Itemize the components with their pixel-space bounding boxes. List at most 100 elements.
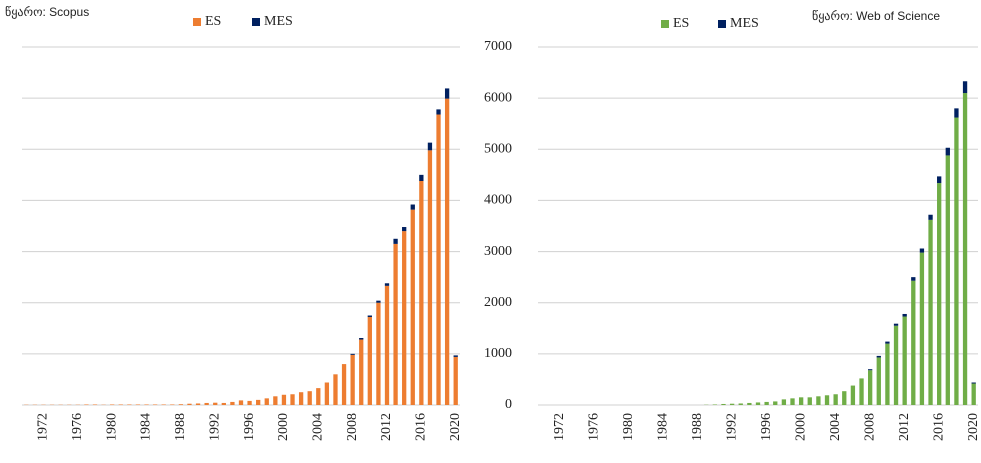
bar-segment (204, 402, 209, 405)
x-tick-label: 1996 (242, 413, 257, 441)
bar-segment (367, 315, 372, 318)
bar-segment (824, 395, 830, 405)
x-tick-label: 1996 (759, 413, 774, 441)
bar-segment (195, 403, 201, 405)
bar-segment (256, 399, 261, 405)
x-tick-label: 2004 (828, 413, 843, 441)
bar-segment (178, 404, 184, 405)
bar-segment (919, 248, 925, 253)
bar-segment (376, 300, 381, 303)
bar-segment (919, 252, 925, 405)
bar-segment (945, 155, 950, 405)
bar-segment (738, 403, 743, 405)
x-tick-label: 1992 (724, 413, 739, 441)
bar-segment (842, 391, 847, 405)
bar-segment (307, 391, 312, 405)
bar-segment (436, 114, 441, 405)
bar-segment (92, 404, 98, 405)
bar-segment (453, 355, 458, 357)
bar-segment (264, 398, 269, 405)
bar-segment (419, 174, 424, 181)
legend-label: ES (205, 14, 221, 29)
bar-segment (833, 394, 838, 405)
bar-segment (410, 204, 415, 210)
bar-segment (410, 209, 415, 405)
bar-segment (868, 370, 873, 405)
bar-segment (324, 382, 330, 405)
bar-segment (859, 378, 864, 405)
x-tick-label: 2008 (862, 413, 877, 441)
x-tick-label: 2020 (966, 413, 981, 441)
bar-segment (187, 403, 192, 405)
bar-segment (144, 404, 149, 405)
bar-segment (333, 374, 338, 405)
y-tick-label: 0 (505, 397, 512, 412)
bar-segment (902, 316, 907, 405)
x-tick-label: 2004 (311, 413, 326, 441)
bar-segment (971, 383, 976, 405)
x-tick-label: 1984 (655, 413, 670, 441)
bar-segment (384, 283, 390, 286)
bar-segment (773, 401, 778, 405)
bar-segment (712, 404, 718, 405)
x-tick-label: 1988 (690, 413, 705, 441)
bar-segment (971, 382, 976, 384)
bar-segment (937, 176, 942, 184)
bar-segment (436, 109, 441, 115)
bar-segment (729, 403, 735, 405)
bar-segment (341, 364, 347, 405)
bar-segment (230, 401, 235, 405)
bar-segment (427, 142, 433, 151)
y-tick-label: 3000 (484, 244, 512, 259)
bar-segment (247, 400, 252, 405)
bar-segment (453, 356, 458, 405)
bar-segment (798, 397, 804, 405)
y-tick-label: 1000 (484, 346, 512, 361)
legend-swatch (718, 20, 726, 28)
bar-segment (444, 98, 450, 405)
x-tick-label: 1992 (207, 413, 222, 441)
bar-segment (747, 402, 752, 405)
x-tick-label: 2016 (414, 413, 429, 441)
bar-segment (298, 392, 304, 405)
x-tick-label: 2016 (931, 413, 946, 441)
legend-swatch (661, 20, 669, 28)
bar-segment (213, 402, 218, 405)
bar-segment (893, 323, 899, 326)
bar-segment (419, 180, 424, 405)
bar-segment (928, 214, 933, 220)
bar-segment (367, 317, 372, 405)
bar-segment (868, 369, 873, 371)
legend-label: ES (673, 16, 689, 31)
bar-segment (954, 117, 959, 405)
x-tick-label: 1984 (139, 413, 154, 441)
bar-segment (273, 396, 278, 405)
bar-segment (962, 81, 968, 94)
x-tick-label: 2000 (276, 413, 291, 441)
legend-swatch (193, 18, 201, 26)
source-note: წყარო: Scopus (5, 5, 89, 19)
y-tick-label: 4000 (484, 193, 512, 208)
bar-segment (902, 313, 907, 317)
x-tick-label: 2012 (379, 413, 394, 441)
x-tick-label: 1972 (552, 413, 567, 441)
x-tick-label: 1980 (621, 413, 636, 441)
legend-label: MES (730, 16, 759, 31)
bar-segment (790, 398, 795, 405)
bar-segment (161, 404, 166, 405)
x-tick-label: 1980 (104, 413, 119, 441)
bar-segment (384, 285, 390, 405)
bar-segment (954, 108, 959, 118)
bar-segment (928, 219, 933, 405)
legend-label: MES (264, 14, 293, 29)
x-tick-label: 1976 (70, 413, 85, 441)
x-tick-label: 2000 (793, 413, 808, 441)
bar-segment (350, 353, 355, 355)
bar-segment (781, 399, 787, 405)
bar-segment (427, 150, 433, 405)
y-tick-label: 6000 (484, 90, 512, 105)
bar-segment (402, 227, 407, 232)
legend-swatch (252, 18, 260, 26)
y-tick-label: 2000 (484, 295, 512, 310)
